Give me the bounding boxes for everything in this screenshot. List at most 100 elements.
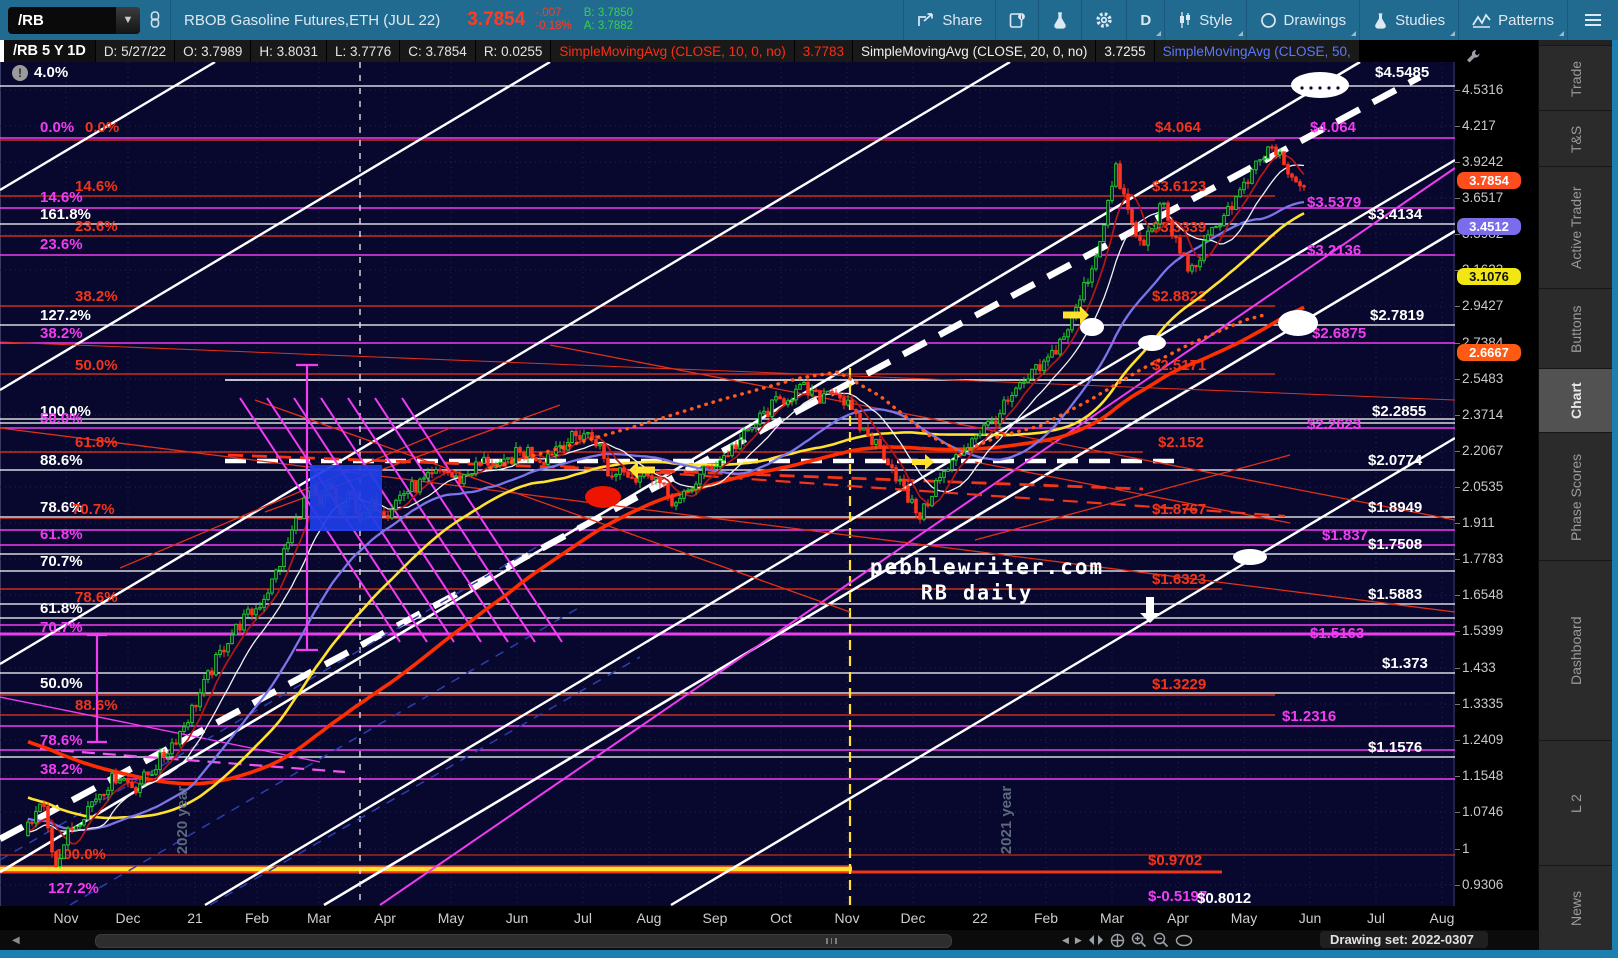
symbol-dropdown[interactable]: ▼ bbox=[116, 6, 140, 34]
sidebar-tab-chart[interactable]: Chart bbox=[1539, 368, 1613, 433]
svg-text:70.7%: 70.7% bbox=[40, 619, 83, 636]
study-label[interactable]: SimpleMovingAvg (CLOSE, 20, 0, no) bbox=[852, 40, 1096, 62]
studies-button[interactable]: Studies bbox=[1360, 0, 1458, 40]
svg-text:38.2%: 38.2% bbox=[75, 288, 118, 305]
study-label[interactable]: 3.7783 bbox=[793, 40, 853, 62]
svg-text:$1.837: $1.837 bbox=[1322, 527, 1368, 544]
drawings-button[interactable]: Drawings bbox=[1247, 0, 1360, 40]
axis-tick bbox=[1455, 306, 1460, 307]
scrollbar-grip[interactable] bbox=[826, 938, 837, 944]
axis-price-label: 1.2409 bbox=[1462, 732, 1504, 747]
axis-price-label: 2.9427 bbox=[1462, 298, 1504, 313]
drawing-set-button[interactable]: Drawing set: 2022-0307 bbox=[1320, 931, 1488, 948]
time-axis-label: Feb bbox=[244, 910, 270, 926]
axis-price-label: 4.217 bbox=[1462, 118, 1496, 133]
chart-title[interactable]: /RB 5 Y 1D bbox=[4, 40, 95, 62]
svg-text:100.0%: 100.0% bbox=[55, 846, 106, 863]
chart-scrollbar[interactable] bbox=[95, 934, 952, 948]
step-forward-icon[interactable]: ▶ bbox=[1074, 934, 1082, 945]
study-label[interactable]: 3.7255 bbox=[1095, 40, 1154, 62]
scroll-left-arrow[interactable]: ◀ bbox=[12, 934, 20, 946]
time-axis-label: May bbox=[437, 910, 465, 926]
chevron-down-icon: ▼ bbox=[122, 14, 134, 26]
time-axis[interactable]: Nov Dec 21 Feb Mar Apr May Jun Jul Aug Sep Oct Nov De… bbox=[0, 906, 1455, 930]
symbol-input[interactable]: /RB ▼ bbox=[8, 6, 140, 34]
ohlc-field: H: 3.8031 bbox=[250, 40, 326, 62]
note-info-icon: i bbox=[1010, 12, 1026, 28]
sidebar-tab-news[interactable]: News bbox=[1539, 865, 1613, 951]
price-badge: 3.4512 bbox=[1457, 218, 1521, 235]
axis-price-label: 0.9306 bbox=[1462, 877, 1504, 892]
svg-text:pebblewriter.com: pebblewriter.com bbox=[870, 555, 1104, 579]
price-axis[interactable]: 4.53164.2173.92423.65173.39823.16232.942… bbox=[1455, 49, 1538, 950]
price-badge: 3.1076 bbox=[1457, 268, 1521, 285]
svg-text:127.2%: 127.2% bbox=[40, 307, 91, 324]
axis-tick bbox=[1455, 487, 1460, 488]
ask-value: A: 3.7882 bbox=[583, 20, 633, 32]
bid-value: B: 3.7850 bbox=[583, 7, 633, 19]
axis-settings-icon[interactable] bbox=[1465, 48, 1481, 64]
svg-text:$2.6875: $2.6875 bbox=[1312, 325, 1366, 342]
link-icon[interactable] bbox=[140, 0, 170, 40]
axis-price-label: 1.433 bbox=[1462, 660, 1496, 675]
sidebar-tab-phase-scores[interactable]: Phase Scores bbox=[1539, 432, 1613, 561]
axis-tick bbox=[1455, 740, 1460, 741]
chart-header-bar: /RB 5 Y 1D D: 5/27/22 O: 3.7989 H: 3.8031 L… bbox=[0, 40, 1538, 62]
style-button[interactable]: Style bbox=[1165, 0, 1245, 40]
svg-text:78.6%: 78.6% bbox=[40, 499, 83, 516]
instrument-description: RBOB Gasoline Futures,ETH (JUL 22) bbox=[184, 11, 441, 29]
axis-price-label: 1.0746 bbox=[1462, 804, 1504, 819]
time-axis-label: Sep bbox=[702, 910, 728, 926]
svg-text:$4.064: $4.064 bbox=[1155, 119, 1202, 136]
svg-text:61.8%: 61.8% bbox=[40, 600, 83, 617]
axis-price-label: 3.6517 bbox=[1462, 190, 1504, 205]
price-chart[interactable]: 4.0%161.8%127.2%100.0%88.6%78.6%70.7%61.… bbox=[0, 62, 1455, 906]
svg-text:$1.5163: $1.5163 bbox=[1310, 625, 1364, 642]
symbol-value[interactable]: /RB bbox=[18, 11, 44, 29]
svg-text:$1.8767: $1.8767 bbox=[1152, 501, 1206, 518]
axis-tick bbox=[1455, 849, 1460, 850]
svg-text:$3.5379: $3.5379 bbox=[1307, 194, 1361, 211]
pan-icon[interactable] bbox=[1110, 933, 1125, 948]
time-axis-label: 22 bbox=[972, 910, 988, 926]
last-price: 3.7854 bbox=[467, 9, 526, 30]
zoom-in-icon[interactable] bbox=[1131, 932, 1147, 948]
ohlc-field: D: 5/27/22 bbox=[94, 40, 175, 62]
timeframe-button[interactable]: D bbox=[1127, 0, 1164, 40]
step-back-icon[interactable]: ◀ bbox=[1062, 934, 1069, 945]
study-label[interactable]: SimpleMovingAvg (CLOSE, 10, 0, no) bbox=[550, 40, 794, 62]
svg-text:61.8%: 61.8% bbox=[40, 526, 83, 543]
svg-text:$1.7508: $1.7508 bbox=[1368, 536, 1422, 553]
patterns-button[interactable]: Patterns bbox=[1459, 0, 1567, 40]
sidebar-tab-t-s[interactable]: T&S bbox=[1539, 110, 1613, 167]
sidebar-tab-active-trader[interactable]: Active Trader bbox=[1539, 166, 1613, 289]
analyze-button[interactable] bbox=[1039, 0, 1081, 40]
top-toolbar: /RB ▼ RBOB Gasoline Futures,ETH (JUL 22)… bbox=[0, 0, 1618, 40]
menu-button[interactable] bbox=[1568, 0, 1618, 40]
notes-button[interactable]: i bbox=[996, 0, 1038, 40]
svg-text:$1.5883: $1.5883 bbox=[1368, 586, 1422, 603]
toolbar-separator bbox=[170, 0, 171, 40]
ellipse-tool-icon[interactable] bbox=[1175, 934, 1193, 947]
svg-text:61.8%: 61.8% bbox=[75, 434, 118, 451]
axis-tick bbox=[1455, 198, 1460, 199]
settings-button[interactable] bbox=[1082, 0, 1126, 40]
study-label[interactable]: SimpleMovingAvg (CLOSE, 50, bbox=[1153, 40, 1359, 62]
svg-text:RB daily: RB daily bbox=[921, 581, 1033, 605]
candlestick-icon bbox=[1180, 12, 1191, 28]
svg-text:$2.0774: $2.0774 bbox=[1368, 452, 1423, 469]
svg-text:i: i bbox=[1021, 15, 1023, 21]
share-button[interactable]: Share bbox=[904, 0, 995, 40]
sidebar-tab-buttons[interactable]: Buttons bbox=[1539, 288, 1613, 369]
sidebar-tab-dashboard[interactable]: Dashboard bbox=[1539, 560, 1613, 741]
axis-tick bbox=[1455, 523, 1460, 524]
axis-tick bbox=[1455, 812, 1460, 813]
zoom-out-icon[interactable] bbox=[1153, 932, 1169, 948]
svg-text:$2.2623: $2.2623 bbox=[1307, 416, 1361, 433]
svg-text:70.7%: 70.7% bbox=[40, 553, 83, 570]
sidebar-tab-trade[interactable]: Trade bbox=[1539, 45, 1613, 111]
sidebar-tab-l-2[interactable]: L 2 bbox=[1539, 740, 1613, 866]
fit-width-icon[interactable] bbox=[1088, 934, 1104, 946]
axis-price-label: 1.911 bbox=[1462, 515, 1495, 530]
axis-tick bbox=[1455, 595, 1460, 596]
